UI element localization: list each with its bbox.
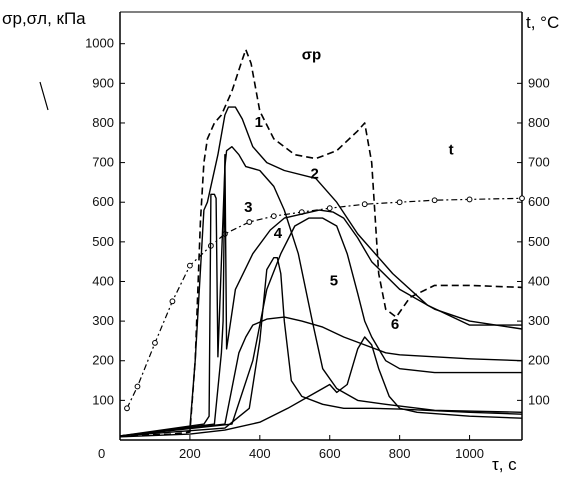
left-tick-label: 100 [92, 392, 114, 407]
temperature-marker [246, 219, 253, 225]
temperature-marker [519, 195, 525, 202]
temperature-marker [431, 197, 438, 204]
temperature-marker [187, 262, 193, 269]
series-line-unlabeled-8 [119, 336, 523, 438]
right-tick-label: 800 [528, 115, 550, 130]
right-tick-label: 600 [528, 194, 550, 209]
temperature-marker [169, 298, 176, 305]
temperature-marker [221, 231, 228, 237]
left-tick-label: 300 [92, 313, 114, 328]
series-line-1 [119, 106, 522, 437]
left-tick-label: 600 [92, 194, 114, 209]
left-tick-label: 700 [92, 155, 114, 170]
series-line-4 [119, 257, 523, 437]
right-tick-label: 400 [528, 273, 550, 288]
curve-label: 2 [311, 165, 319, 182]
origin-label: 0 [98, 446, 105, 461]
curve-label: 5 [330, 272, 338, 289]
series-line-2 [119, 146, 523, 437]
temperature-marker [396, 199, 403, 206]
temperature-marker [361, 201, 368, 208]
curve-label: 1 [255, 114, 263, 131]
temperature-marker [152, 340, 158, 346]
curve-label: t [449, 142, 454, 159]
x-tick-label: 400 [249, 446, 271, 461]
x-tick-label: 200 [179, 446, 201, 461]
x-axis-title: τ, c [492, 455, 517, 474]
left-tick-label: 500 [92, 234, 114, 249]
x-tick-label: 1000 [455, 446, 484, 461]
temperature-marker [134, 383, 141, 390]
temperature-marker [466, 196, 473, 203]
series-line-σр [119, 48, 523, 437]
right-tick-label: 900 [528, 75, 550, 90]
left-tick-label: 1000 [85, 36, 114, 51]
right-axis-title: t, °C [526, 13, 559, 32]
series-line-5 [119, 217, 522, 437]
curve-label: 4 [274, 225, 283, 242]
series-line-t [126, 197, 523, 409]
left-tick-label: 800 [92, 115, 114, 130]
left-tick-label: 400 [92, 273, 114, 288]
x-tick-label: 600 [319, 446, 341, 461]
left-tick-label: 200 [92, 353, 114, 368]
left-axis-title: σр,σл, кПа [2, 9, 86, 28]
curve-label: 6 [391, 316, 399, 333]
left-tick-label: 900 [92, 75, 114, 90]
right-tick-label: 300 [528, 313, 550, 328]
right-tick-label: 100 [528, 392, 550, 407]
series-line-6 [119, 316, 523, 437]
x-tick-label: 800 [389, 446, 411, 461]
series-line-3 [119, 154, 523, 437]
right-tick-label: 500 [528, 234, 550, 249]
right-tick-label: 200 [528, 353, 550, 368]
curve-label: 3 [244, 199, 252, 216]
curve-label: σр [302, 47, 321, 64]
temperature-marker [326, 205, 333, 212]
temperature-marker [270, 213, 277, 219]
temperature-marker [124, 405, 130, 412]
margin-stroke [39, 81, 49, 111]
right-tick-label: 700 [528, 155, 550, 170]
